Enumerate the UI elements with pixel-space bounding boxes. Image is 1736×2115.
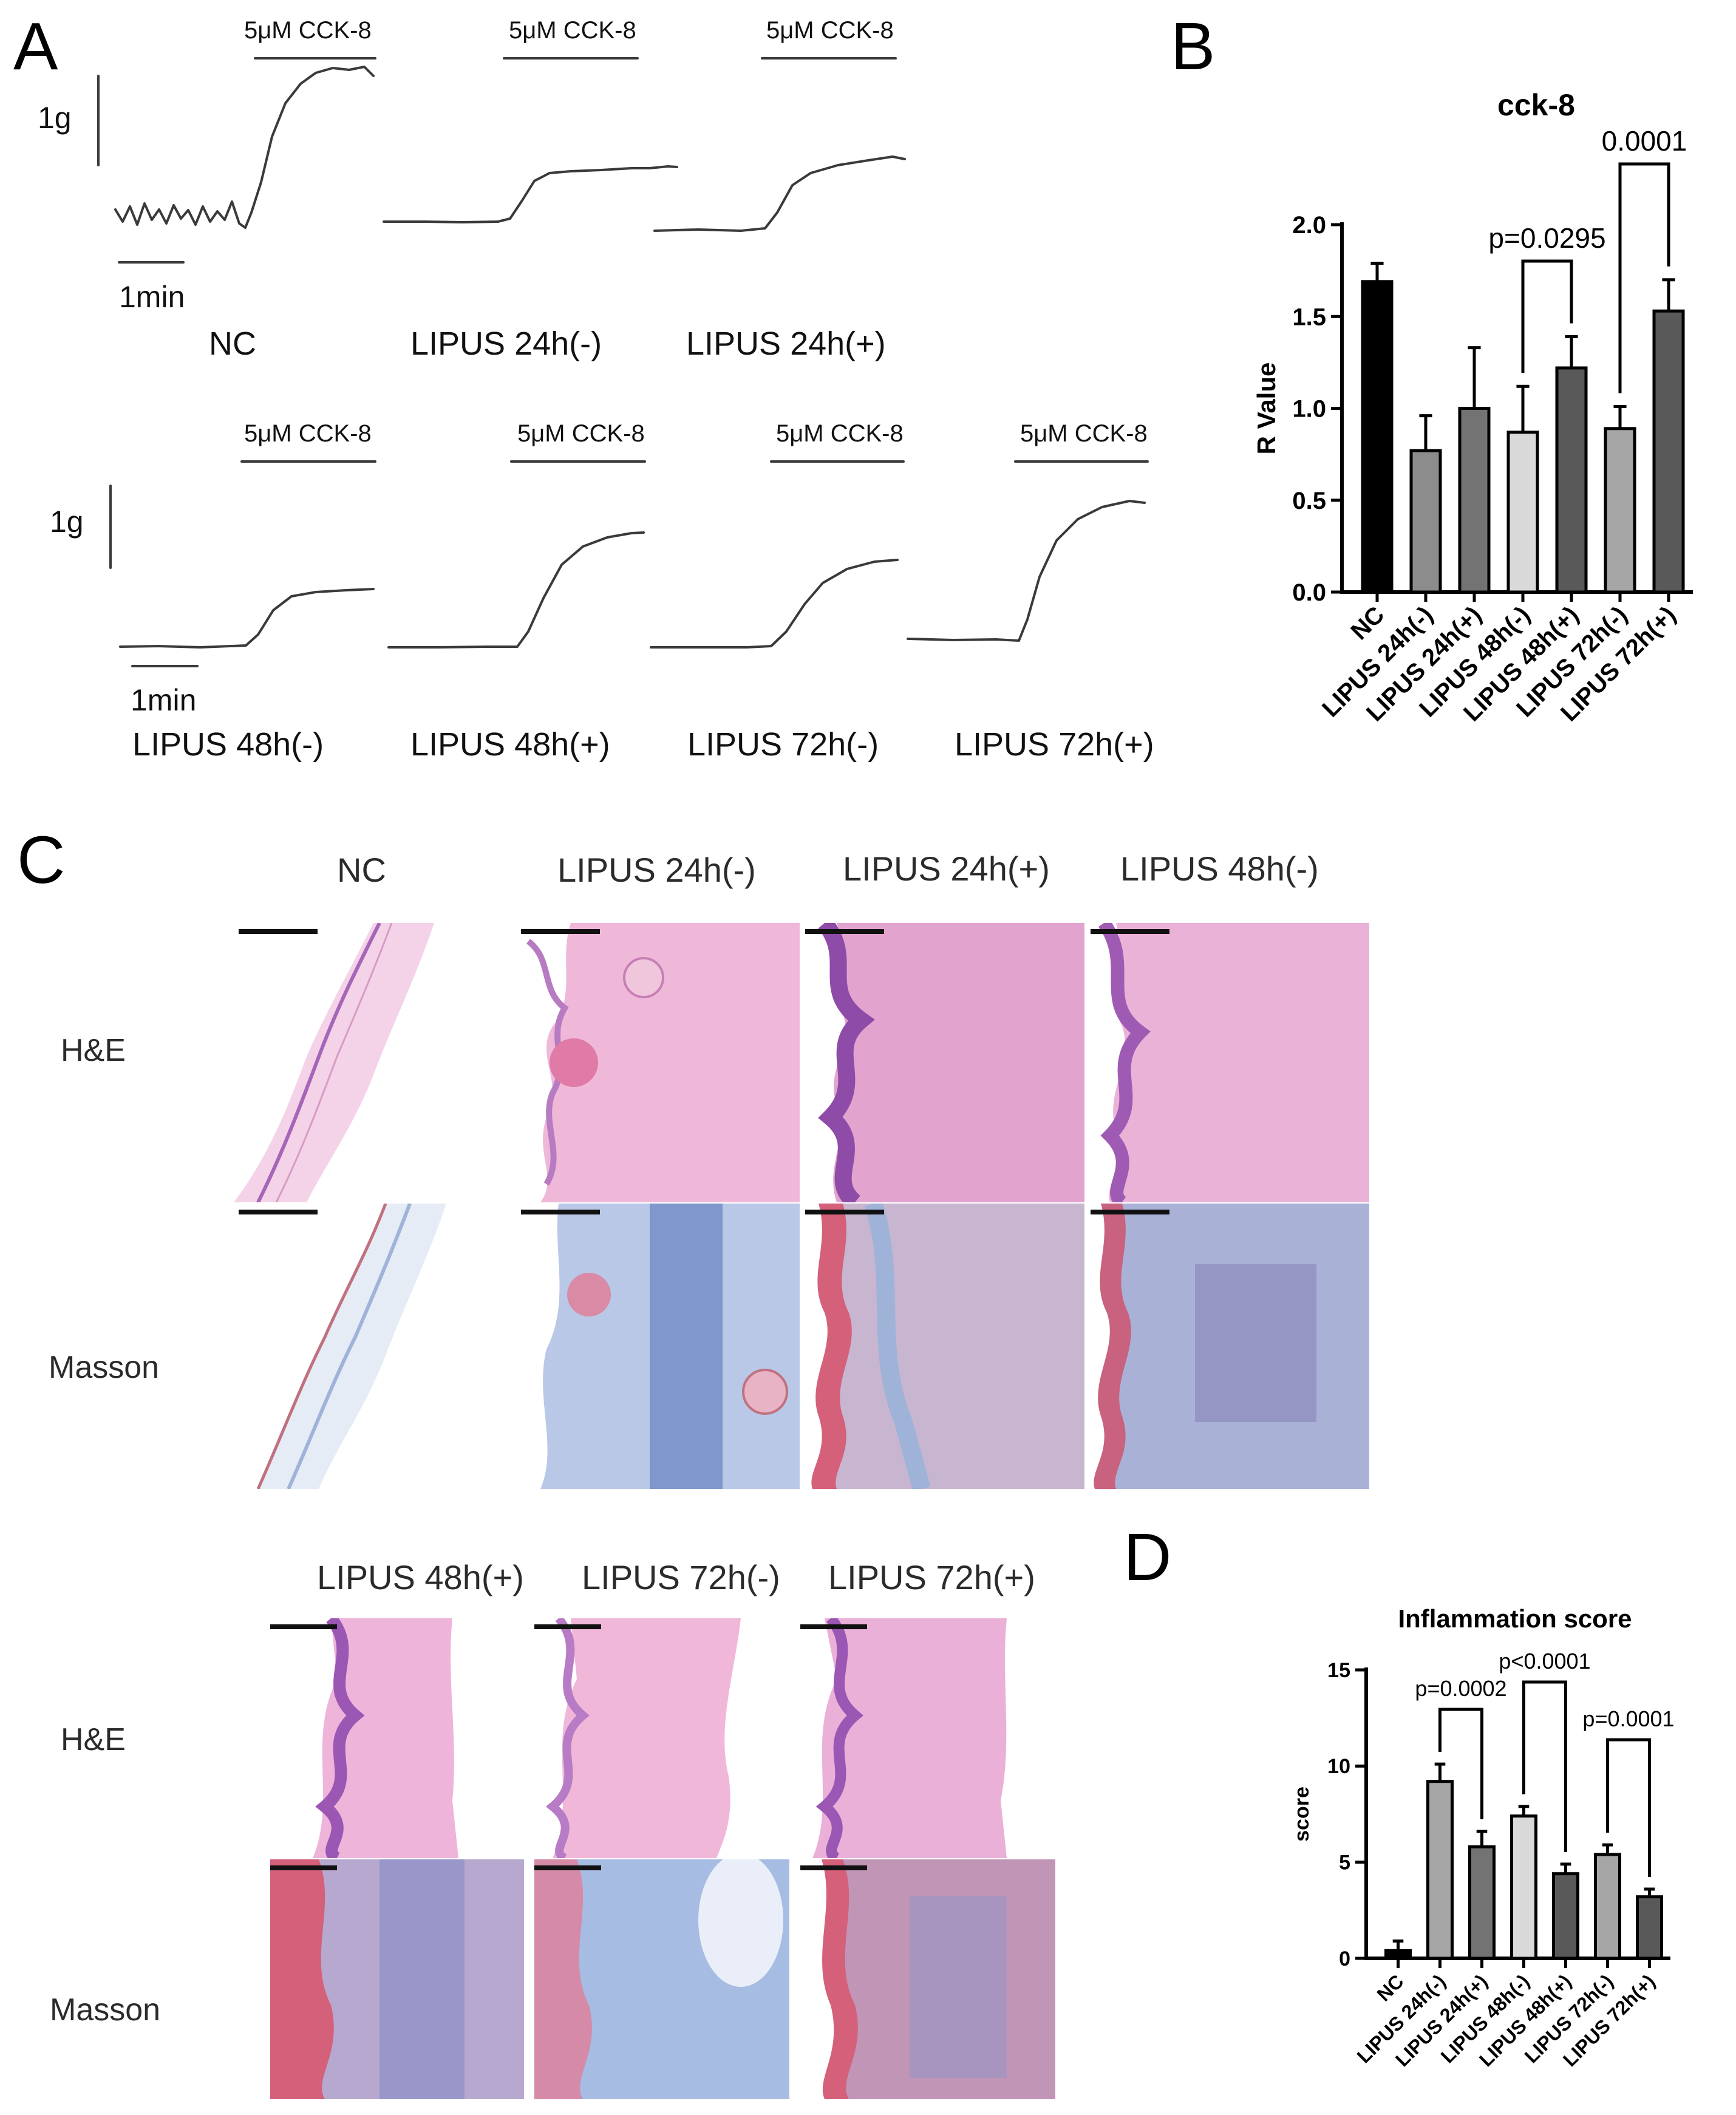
micrograph-he-nc	[234, 923, 514, 1202]
chart-title: Inflammation score	[1398, 1604, 1632, 1633]
stim-label-nc: 5μM CCK-8	[244, 17, 372, 44]
trace-label-24m: LIPUS 24h(-)	[410, 325, 602, 362]
micrograph-masson-72p	[800, 1859, 1055, 2099]
trace-24m	[383, 165, 678, 223]
micrograph-masson-48m	[1086, 1204, 1369, 1489]
y-tick-label-0: 0.0	[1292, 579, 1326, 606]
hist-row-he-bottom: H&E	[61, 1722, 126, 1757]
p-value-label-2: p=0.0001	[1582, 1706, 1674, 1731]
micrograph-masson-24p	[800, 1204, 1084, 1489]
y-tick-label-2: 10	[1327, 1755, 1350, 1778]
p-value-label-1: p<0.0001	[1499, 1649, 1590, 1674]
bar-1	[1426, 1780, 1454, 1960]
hist-col-24m: LIPUS 24h(-)	[557, 851, 756, 889]
micrograph-masson-24m	[516, 1204, 800, 1489]
bar-0	[1361, 280, 1394, 594]
bar-3	[1510, 1814, 1537, 1960]
trace-label-72m: LIPUS 72h(-)	[687, 726, 879, 763]
comparison-bracket-2	[1606, 1738, 1651, 1877]
micrograph-masson-72m	[534, 1859, 789, 2099]
bar-5	[1604, 427, 1636, 594]
panel-letter-c: C	[17, 823, 66, 897]
bar-0	[1384, 1949, 1412, 1960]
p-value-label-1: 0.0001	[1602, 125, 1687, 157]
stim-label-72m: 5μM CCK-8	[776, 420, 904, 447]
hist-row-masson-bottom: Masson	[50, 1992, 161, 2028]
p-value-label-0: p=0.0295	[1488, 222, 1605, 254]
trace-label-72p: LIPUS 72h(+)	[955, 726, 1154, 763]
bar-4	[1552, 1872, 1579, 1960]
hist-row-masson-top: Masson	[49, 1350, 160, 1385]
micrograph-he-72p	[800, 1618, 1055, 1858]
stim-label-24p: 5μM CCK-8	[766, 17, 894, 44]
force-scale-label-2: 1g	[50, 505, 84, 539]
bar-6	[1636, 1895, 1663, 1960]
comparison-bracket-1	[1618, 162, 1670, 393]
y-tick-label-1: 0.5	[1292, 488, 1326, 514]
bar-4	[1555, 366, 1588, 594]
micrograph-he-48m	[1086, 923, 1369, 1202]
time-scale-label-2: 1min	[131, 683, 197, 717]
micrograph-masson-nc	[234, 1204, 514, 1489]
bar-6	[1652, 309, 1685, 594]
bar-1	[1409, 449, 1442, 594]
comparison-bracket-1	[1522, 1680, 1567, 1852]
y-tick-label-2: 1.0	[1292, 396, 1326, 423]
y-tick-label-0: 0	[1339, 1947, 1350, 1970]
trace-label-nc: NC	[209, 325, 256, 362]
y-axis-label: R Value	[1252, 363, 1281, 455]
p-value-label-0: p=0.0002	[1415, 1676, 1506, 1701]
stim-label-72p: 5μM CCK-8	[1020, 420, 1148, 447]
hist-col-24p: LIPUS 24h(+)	[843, 850, 1050, 888]
y-axis-label: score	[1290, 1786, 1313, 1842]
panel-a-traces	[97, 57, 1149, 667]
bar-2	[1468, 1845, 1496, 1960]
trace-label-24p: LIPUS 24h(+)	[686, 325, 886, 362]
y-tick-label-3: 1.5	[1292, 304, 1326, 330]
force-scale-label-1: 1g	[38, 101, 72, 135]
trace-24p	[653, 155, 906, 232]
hist-col-72m: LIPUS 72h(-)	[582, 1558, 780, 1596]
comparison-bracket-0	[1438, 1708, 1483, 1819]
bar-5	[1594, 1853, 1621, 1960]
time-scale-label-1: 1min	[119, 280, 185, 314]
trace-72p	[907, 500, 1146, 642]
trace-72m	[650, 559, 899, 649]
hist-row-he-top: H&E	[61, 1033, 126, 1068]
micrograph-he-24p	[800, 923, 1084, 1202]
panel-letter-d: D	[1123, 1520, 1172, 1595]
bar-3	[1506, 431, 1539, 594]
trace-48m	[119, 588, 375, 649]
trace-label-48p: LIPUS 48h(+)	[410, 726, 610, 763]
bar-2	[1458, 407, 1491, 594]
trace-label-48m: LIPUS 48h(-)	[132, 726, 324, 763]
comparison-bracket-0	[1521, 259, 1573, 373]
micrograph-masson-48p	[270, 1859, 524, 2099]
hist-col-72p: LIPUS 72h(+)	[828, 1558, 1035, 1596]
micrograph-he-72m	[534, 1618, 789, 1858]
hist-col-48p: LIPUS 48h(+)	[317, 1558, 524, 1596]
hist-col-48m: LIPUS 48h(-)	[1120, 850, 1319, 888]
category-label-0: NC	[1373, 1970, 1408, 2005]
y-tick-label-1: 5	[1339, 1851, 1350, 1875]
hist-col-nc: NC	[337, 851, 386, 889]
chart-title: cck-8	[1497, 88, 1575, 122]
micrograph-he-24m	[516, 923, 800, 1202]
micrograph-he-48p	[270, 1618, 524, 1858]
trace-nc	[114, 66, 375, 229]
trace-48p	[387, 531, 645, 649]
panel-letter-a: A	[13, 9, 58, 84]
panel-letter-b: B	[1171, 9, 1216, 84]
stim-label-48m: 5μM CCK-8	[244, 420, 372, 447]
stim-label-48p: 5μM CCK-8	[517, 420, 645, 447]
y-tick-label-4: 2.0	[1292, 212, 1326, 239]
y-tick-label-3: 15	[1327, 1659, 1350, 1682]
stim-label-24m: 5μM CCK-8	[509, 17, 636, 44]
